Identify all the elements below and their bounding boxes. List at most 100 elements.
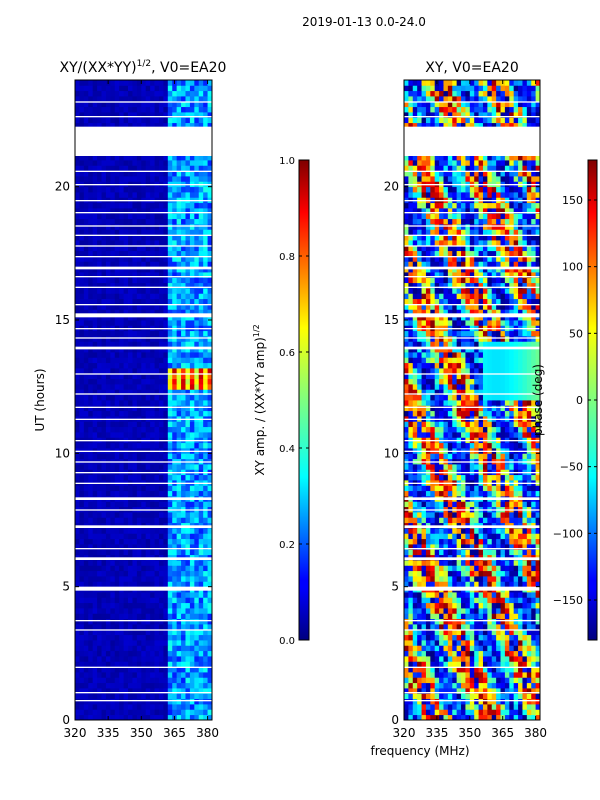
amplitude-cell bbox=[167, 234, 173, 241]
phase-cell bbox=[404, 576, 409, 582]
amplitude-cell bbox=[136, 170, 142, 177]
amplitude-cell bbox=[119, 570, 125, 577]
amplitude-cell bbox=[158, 592, 164, 598]
amplitude-cell bbox=[88, 80, 94, 86]
amplitude-cell bbox=[105, 282, 111, 289]
amplitude-cell bbox=[110, 533, 116, 540]
amplitude-cell bbox=[163, 170, 169, 177]
amplitude-cell bbox=[75, 581, 80, 588]
phase-cell bbox=[425, 597, 431, 604]
amplitude-cell bbox=[203, 202, 208, 209]
amplitude-cell bbox=[194, 576, 200, 582]
amplitude-cell bbox=[150, 298, 155, 305]
amplitude-cell bbox=[167, 576, 173, 582]
phase-cell bbox=[535, 533, 541, 540]
amplitude-cell bbox=[128, 528, 133, 534]
phase-cell bbox=[430, 682, 436, 689]
amplitude-cell bbox=[75, 704, 80, 710]
amplitude-cell bbox=[163, 192, 169, 198]
amplitude-cell bbox=[154, 213, 160, 220]
amplitude-cell bbox=[207, 314, 213, 321]
amplitude-cell bbox=[141, 250, 147, 257]
amplitude-cell bbox=[101, 293, 107, 300]
amplitude-cell bbox=[75, 528, 80, 534]
phase-plot-area bbox=[404, 80, 541, 721]
amplitude-cell bbox=[83, 176, 89, 182]
amplitude-cell bbox=[88, 288, 94, 294]
amplitude-cell bbox=[167, 224, 173, 230]
amplitude-cell bbox=[194, 352, 200, 358]
amplitude-cell bbox=[203, 384, 208, 390]
amplitude-cell bbox=[97, 90, 102, 97]
phase-cell bbox=[531, 592, 537, 598]
amplitude-cell bbox=[145, 453, 151, 460]
amplitude-cell bbox=[119, 368, 125, 374]
amplitude-cell bbox=[163, 618, 169, 625]
amplitude-cell bbox=[136, 544, 142, 550]
amplitude-cell bbox=[194, 266, 200, 273]
amplitude-cell bbox=[185, 618, 191, 625]
amplitude-cell bbox=[189, 186, 195, 193]
amplitude-cell bbox=[119, 256, 125, 262]
amplitude-cell bbox=[167, 704, 173, 710]
phase-cell bbox=[456, 698, 462, 705]
phase-cell bbox=[447, 672, 453, 678]
amplitude-cell bbox=[83, 602, 89, 609]
amplitude-cell bbox=[194, 256, 200, 262]
amplitude-cell bbox=[92, 336, 98, 342]
amplitude-cell bbox=[158, 432, 164, 438]
phase-cell bbox=[478, 704, 484, 710]
amplitude-cell bbox=[119, 608, 125, 614]
amplitude-cell bbox=[128, 165, 133, 172]
amplitude-cell bbox=[97, 234, 102, 241]
amplitude-title: XY/(XX*YY)1/2, V0=EA20 bbox=[60, 59, 227, 76]
phase-cell bbox=[404, 560, 409, 566]
phase-cell bbox=[461, 624, 466, 630]
phase-cell bbox=[509, 618, 515, 625]
amplitude-cell bbox=[207, 165, 213, 172]
amplitude-cell bbox=[185, 672, 191, 678]
phase-cell bbox=[491, 693, 497, 700]
amplitude-cell bbox=[185, 272, 191, 278]
phase-cell bbox=[513, 608, 519, 614]
phase-cell bbox=[439, 640, 444, 646]
phase-cell bbox=[425, 709, 431, 716]
amplitude-cell bbox=[172, 650, 178, 657]
phase-cell bbox=[425, 714, 431, 721]
amplitude-cell bbox=[83, 656, 89, 662]
amplitude-cell bbox=[92, 442, 98, 449]
amplitude-cell bbox=[150, 234, 155, 241]
amplitude-cell bbox=[181, 368, 186, 374]
amplitude-cell bbox=[83, 218, 89, 225]
amplitude-cell bbox=[101, 597, 107, 604]
amplitude-cell bbox=[132, 208, 138, 214]
amplitude-cell bbox=[105, 693, 111, 700]
phase-cell bbox=[425, 624, 431, 630]
amplitude-cell bbox=[92, 709, 98, 716]
amplitude-cell bbox=[141, 336, 147, 342]
amplitude-cell bbox=[198, 261, 204, 268]
amplitude-cell bbox=[194, 277, 200, 284]
phase-cell bbox=[412, 629, 418, 636]
amplitude-cell bbox=[83, 576, 89, 582]
phase-cell bbox=[535, 618, 541, 625]
phase-cell bbox=[408, 688, 414, 694]
amplitude-cell bbox=[198, 421, 204, 428]
amplitude-cell bbox=[145, 229, 151, 236]
amplitude-cell bbox=[75, 634, 80, 641]
amplitude-cell bbox=[119, 389, 125, 396]
amplitude-cell bbox=[88, 714, 94, 721]
phase-cell bbox=[443, 709, 449, 716]
amplitude-cell bbox=[154, 170, 160, 177]
amplitude-cell bbox=[176, 368, 182, 374]
amplitude-cell bbox=[136, 464, 142, 470]
amplitude-cell bbox=[88, 240, 94, 246]
amplitude-cell bbox=[207, 693, 213, 700]
phase-cell bbox=[531, 629, 537, 636]
phase-cell bbox=[421, 618, 427, 625]
amplitude-cell bbox=[97, 218, 102, 225]
amplitude-cell bbox=[83, 154, 89, 161]
amplitude-cell bbox=[136, 288, 142, 294]
amplitude-cell bbox=[123, 592, 129, 598]
phase-cell bbox=[465, 682, 471, 689]
